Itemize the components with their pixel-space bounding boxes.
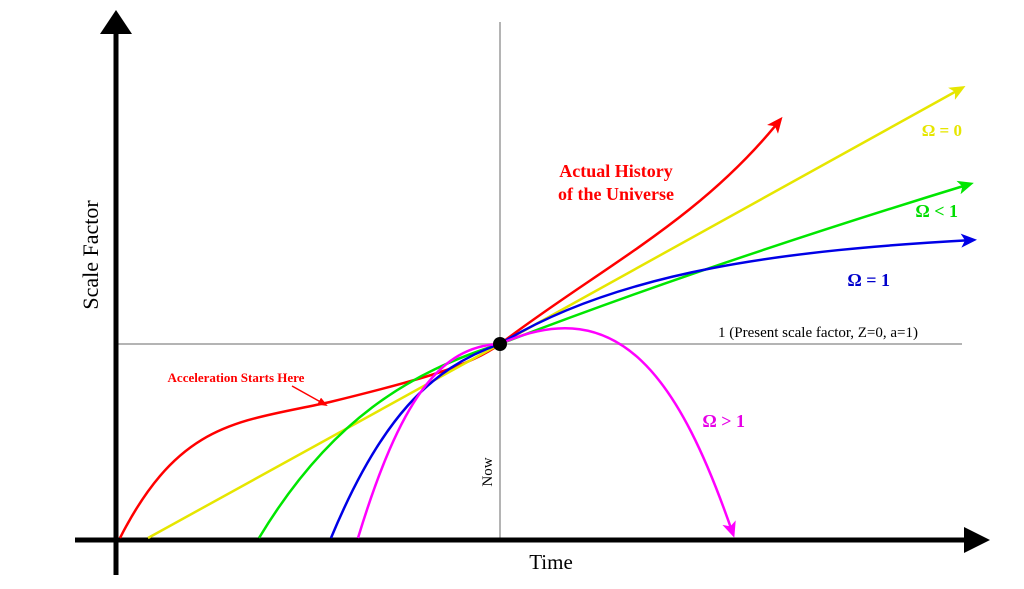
omega-zero-label: Ω = 0 [922,121,962,140]
curve-actual-history [118,116,783,539]
y-axis-arrowhead [100,10,132,34]
acceleration-pointer [291,385,328,406]
curve-omega-gt-one [356,327,736,539]
present-scale-label: 1 (Present scale factor, Z=0, a=1) [718,325,918,341]
curve-omega-one [329,233,977,539]
curve-omega-zero [147,86,966,540]
y-axis-label: Scale Factor [78,200,103,310]
actual-history-label-line1: Actual History [559,161,672,181]
x-axis-label: Time [529,550,573,574]
omega-lt-one-label: Ω < 1 [915,201,958,221]
acceleration-label: Acceleration Starts Here [168,370,305,385]
omega-one-label: Ω = 1 [847,270,890,290]
omega-gt-one-label: Ω > 1 [702,411,745,431]
now-label: Now [480,457,496,486]
curve-omega-lt-one [257,180,974,539]
x-axis-arrowhead [964,527,990,553]
actual-history-label-line2: of the Universe [558,184,674,204]
present-point [493,337,507,351]
